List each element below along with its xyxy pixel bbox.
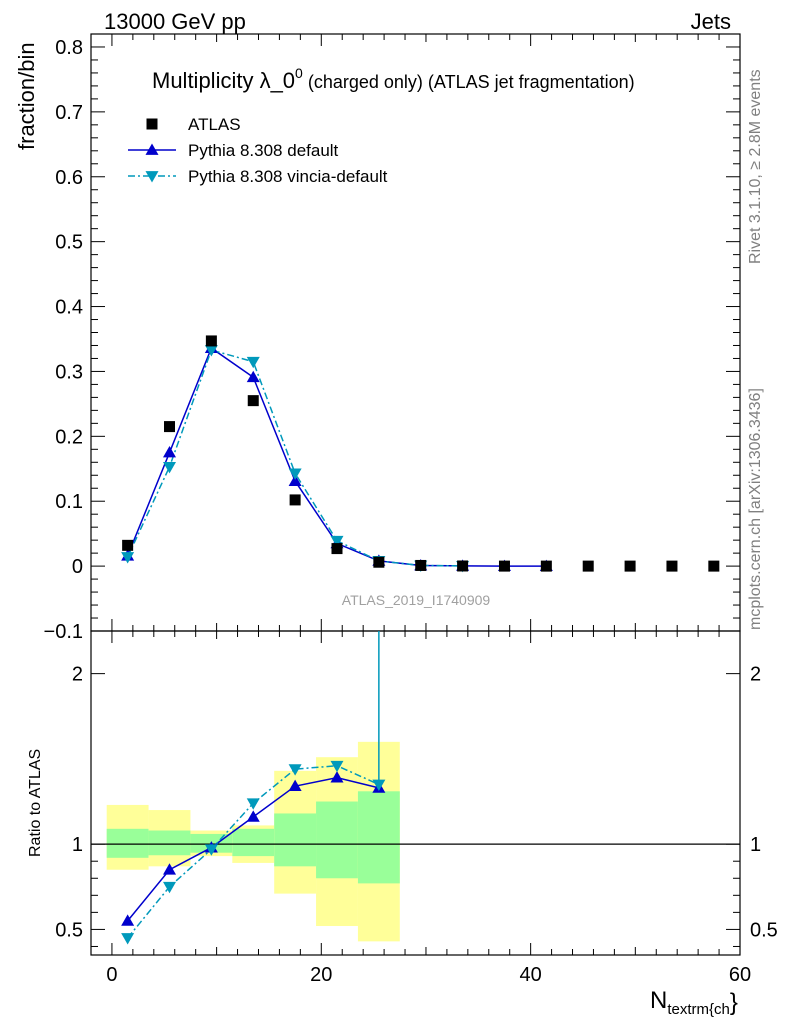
ratio-tick-label-left-0: 0.5 — [55, 919, 83, 941]
y-tick-label-0: 0 — [72, 556, 83, 578]
atlas-point-1 — [164, 421, 176, 433]
x-tick-label-0: 0 — [106, 964, 117, 986]
vincia-line — [126, 349, 463, 567]
atlas-point-10 — [540, 560, 552, 572]
legend: ATLAS Pythia 8.308 default Pythia 8.308 vi… — [128, 115, 388, 186]
vincia-ratio-point-6 — [372, 779, 386, 791]
default-ratio-point-3 — [246, 810, 260, 822]
default-ratio-point-0 — [121, 914, 135, 926]
y-tick-label-6: 0.6 — [55, 167, 83, 189]
process-label: Jets — [691, 9, 731, 34]
y-axis-label: fraction/bin — [14, 42, 39, 150]
default-line — [126, 346, 547, 567]
chart-title-main: Multiplicity λ_0 — [152, 68, 295, 93]
mcplots-label: mcplots.cern.ch [arXiv:1306.3436] — [747, 388, 764, 630]
inner-band-5 — [316, 801, 358, 879]
ratio-tick-label-right-2: 2 — [750, 664, 761, 686]
x-axis-label-close: } — [730, 989, 738, 1016]
atlas-point-0 — [122, 539, 134, 551]
x-tick-label-60: 60 — [729, 964, 751, 986]
inner-band-1 — [148, 830, 191, 856]
legend-marker-1 — [145, 143, 159, 155]
inner-band-0 — [106, 828, 149, 858]
chart-title: Multiplicity λ_00 (charged only) (ATLAS … — [152, 65, 635, 93]
atlas-point-6 — [373, 556, 385, 568]
y-tick-label-1: 0.1 — [55, 491, 83, 513]
default-ratio-point-4 — [288, 779, 302, 792]
atlas-point-2 — [205, 335, 217, 347]
inner-band-3 — [232, 828, 275, 857]
atlas-point-3 — [247, 395, 259, 407]
ratio-tick-label-left-1: 1 — [72, 834, 83, 856]
y-tick-label-8: 0.8 — [55, 37, 83, 59]
y-tick-label-2: 0.2 — [55, 426, 83, 448]
y-tick-label-7: 0.7 — [55, 102, 83, 124]
atlas-point-14 — [708, 560, 720, 572]
atlas-point-4 — [289, 494, 301, 506]
vincia-point-0 — [121, 552, 135, 564]
atlas-point-11 — [582, 560, 594, 572]
legend-label-0: ATLAS — [188, 115, 241, 134]
x-axis-label: Ntextrm{ch} — [650, 987, 738, 1018]
atlas-point-8 — [457, 560, 469, 572]
legend-label-1: Pythia 8.308 default — [188, 141, 339, 160]
vincia-point-4 — [288, 468, 302, 480]
ratio-tick-label-right-1: 1 — [750, 834, 761, 856]
chart-title-rest: (charged only) (ATLAS jet fragmentation) — [303, 72, 635, 92]
rivet-label: Rivet 3.1.10, ≥ 2.8M events — [747, 69, 764, 264]
legend-marker-0 — [146, 118, 158, 130]
main-series — [121, 335, 720, 573]
atlas-point-9 — [498, 560, 510, 572]
y-tick-label-3: 0.3 — [55, 361, 83, 383]
y-tick-label-bottom: −0.1 — [44, 621, 83, 643]
vincia-ratio-point-2 — [204, 844, 218, 856]
energy-label: 13000 GeV pp — [104, 9, 246, 34]
default-ratio-point-1 — [163, 863, 177, 875]
ratio-frame — [90, 630, 741, 956]
x-axis-label-sub: textrm{ch — [667, 1001, 730, 1018]
legend-label-2: Pythia 8.308 vincia-default — [188, 167, 388, 186]
atlas-point-13 — [666, 560, 678, 572]
vincia-ratio-point-1 — [163, 881, 177, 894]
default-point-1 — [163, 446, 177, 458]
x-tick-label-40: 40 — [520, 964, 542, 986]
ratio-uncertainty-bands — [106, 741, 400, 942]
atlas-point-5 — [331, 543, 343, 555]
inner-band-6 — [357, 791, 400, 884]
inner-band-4 — [274, 813, 317, 867]
chart-title-sup: 0 — [295, 65, 303, 81]
vincia-ratio-point-4 — [288, 764, 302, 776]
vincia-ratio-point-3 — [246, 798, 260, 810]
vincia-ratio-point-5 — [330, 760, 344, 773]
atlas-point-7 — [415, 559, 427, 571]
y-tick-label-5: 0.5 — [55, 232, 83, 254]
vincia-point-1 — [163, 461, 177, 474]
vincia-point-3 — [246, 356, 260, 369]
vincia-point-5 — [330, 535, 344, 548]
default-ratio-point-5 — [330, 771, 344, 783]
ratio-y-axis-label: Ratio to ATLAS — [27, 749, 44, 857]
vincia-ratio-point-0 — [121, 933, 135, 945]
legend-marker-2 — [145, 171, 159, 183]
vincia-point-2 — [204, 345, 218, 357]
ratio-tick-label-left-2: 2 — [72, 664, 83, 686]
default-point-3 — [246, 370, 260, 383]
ratio-series — [121, 631, 386, 945]
x-tick-label-20: 20 — [310, 964, 332, 986]
atlas-point-12 — [624, 560, 636, 572]
y-tick-label-4: 0.4 — [55, 297, 83, 319]
x-axis-label-main: N — [650, 987, 667, 1014]
default-point-4 — [288, 474, 302, 486]
watermark: ATLAS_2019_I1740909 — [342, 592, 491, 608]
ratio-tick-label-right-0: 0.5 — [750, 919, 778, 941]
